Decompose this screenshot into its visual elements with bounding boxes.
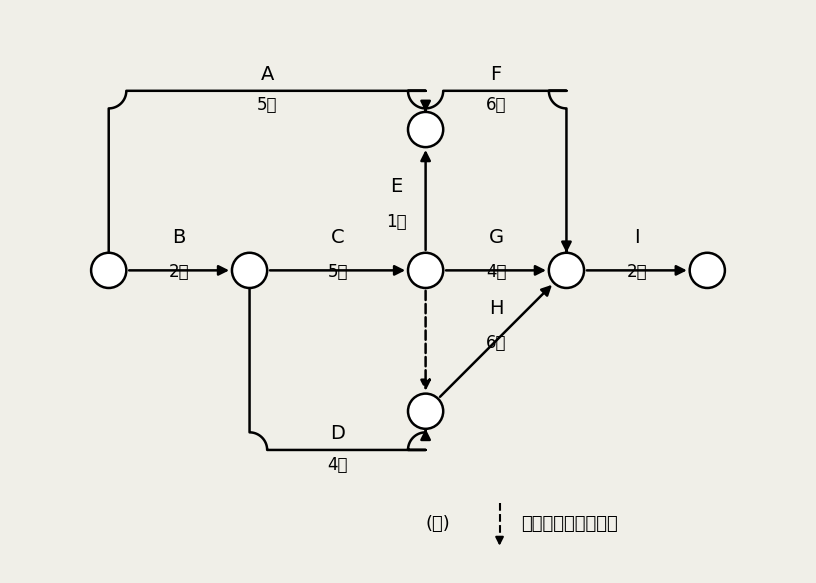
Text: 6日: 6日	[486, 96, 506, 114]
Text: 4日: 4日	[327, 455, 348, 473]
Circle shape	[232, 253, 267, 288]
Text: 5日: 5日	[327, 264, 348, 282]
Circle shape	[690, 253, 725, 288]
Text: F: F	[490, 65, 502, 84]
Circle shape	[91, 253, 126, 288]
Text: I: I	[634, 228, 640, 247]
Text: D: D	[330, 424, 345, 443]
Text: 5日: 5日	[257, 96, 277, 114]
Circle shape	[408, 112, 443, 147]
Text: 2日: 2日	[627, 264, 647, 282]
Text: B: B	[172, 228, 186, 247]
Text: G: G	[489, 228, 503, 247]
Text: C: C	[330, 228, 344, 247]
Circle shape	[549, 253, 584, 288]
Text: は、ダミーを示す。: は、ダミーを示す。	[521, 515, 618, 533]
Circle shape	[408, 253, 443, 288]
Text: A: A	[260, 65, 274, 84]
Text: H: H	[489, 298, 503, 318]
Text: 1日: 1日	[386, 213, 406, 231]
Text: 6日: 6日	[486, 333, 506, 352]
Text: 4日: 4日	[486, 264, 506, 282]
Text: E: E	[390, 177, 402, 196]
Text: 2日: 2日	[169, 264, 189, 282]
Text: (注): (注)	[426, 515, 450, 533]
Circle shape	[408, 394, 443, 429]
